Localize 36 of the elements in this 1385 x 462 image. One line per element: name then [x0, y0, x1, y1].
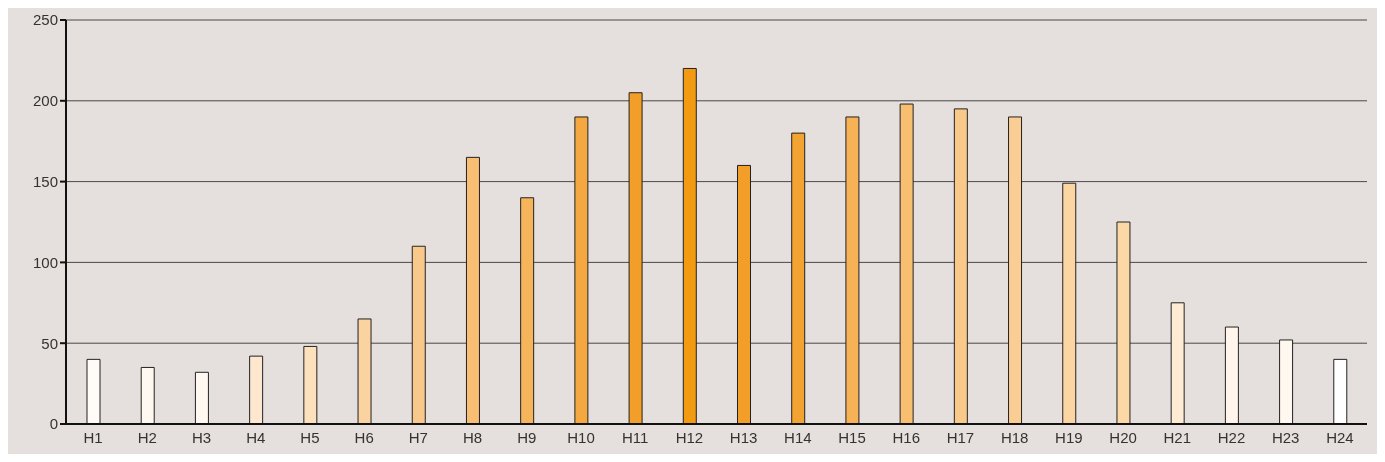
bar: [303, 345, 318, 424]
y-tick-label: 250: [32, 11, 58, 29]
x-tick-label: H11: [621, 428, 649, 446]
y-tick-label: 200: [32, 92, 58, 110]
x-tick-label: H7: [408, 428, 428, 446]
x-tick-label: H21: [1163, 428, 1192, 446]
x-tick-label: H6: [354, 428, 374, 446]
x-tick-label: H4: [246, 428, 266, 446]
bar: [249, 355, 264, 424]
x-tick-label: H10: [567, 428, 595, 446]
x-tick-label: H5: [300, 428, 320, 446]
bar: [194, 371, 209, 424]
x-tick-label: H16: [892, 428, 920, 446]
x-tick-label: H22: [1217, 428, 1246, 446]
x-tick-label: H14: [784, 428, 812, 446]
x-tick-label: H17: [946, 428, 975, 446]
x-tick-label: H2: [137, 428, 157, 446]
y-tick-label: 0: [49, 415, 58, 433]
y-tick-label: 100: [32, 253, 58, 271]
y-tick-label: 50: [41, 334, 58, 352]
bar: [1333, 358, 1348, 424]
x-tick-label: H24: [1326, 428, 1354, 446]
x-tick-label: H8: [462, 428, 483, 446]
x-tick-label: H23: [1271, 428, 1300, 446]
y-tick-label: 150: [32, 172, 58, 190]
x-tick-label: H9: [517, 428, 537, 446]
x-tick-label: H3: [191, 428, 212, 446]
x-tick-label: H1: [83, 428, 103, 446]
x-tick-label: H19: [1055, 428, 1083, 446]
x-tick-label: H20: [1109, 428, 1137, 446]
x-tick-label: H18: [1000, 428, 1029, 446]
bar: [140, 366, 155, 424]
x-tick-label: H13: [729, 428, 758, 446]
bar: [86, 358, 101, 424]
x-tick-label: H12: [675, 428, 704, 446]
x-tick-label: H15: [838, 428, 866, 446]
